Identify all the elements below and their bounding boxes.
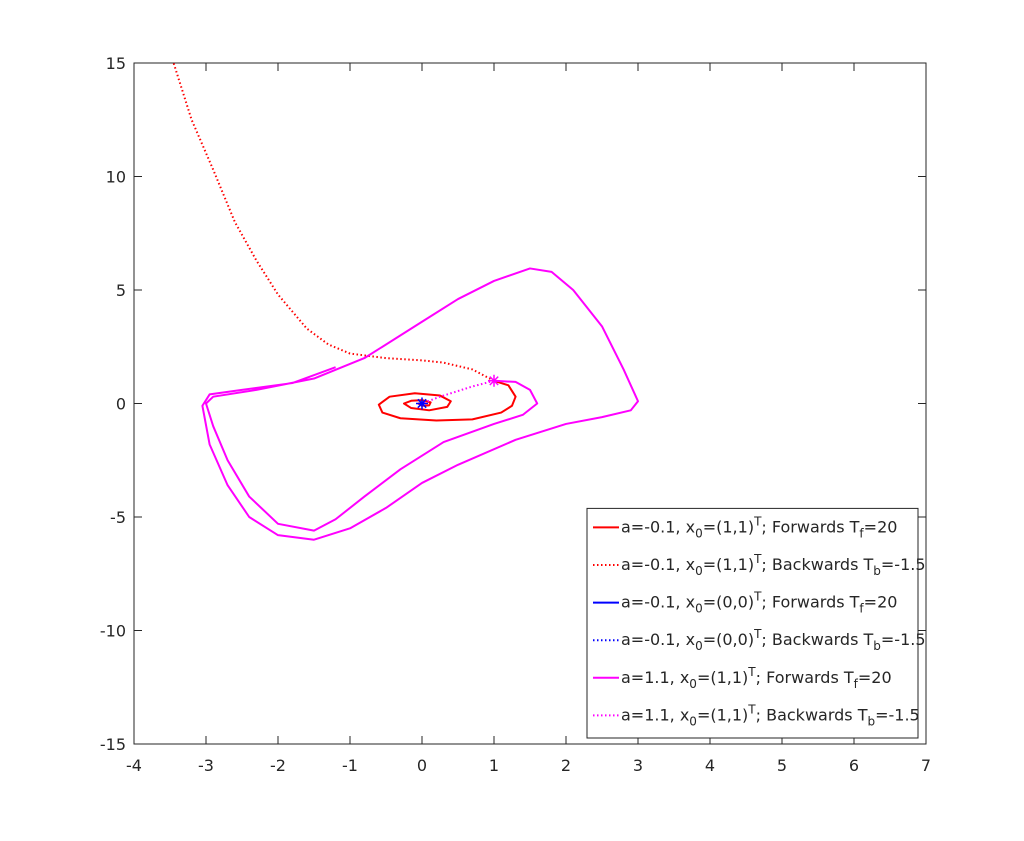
y-tick-label: -15: [100, 735, 126, 754]
series-line: [421, 379, 495, 405]
y-tick-label: 5: [116, 281, 126, 300]
x-tick-label: -4: [126, 756, 142, 775]
y-tick-label: -10: [100, 622, 126, 641]
legend-label: a=-0.1, x0=(0,0)T; Backwards Tb=-1.5: [621, 627, 926, 653]
series-line: [377, 379, 517, 422]
y-tick-label: 10: [106, 168, 126, 187]
legend-label: a=-0.1, x0=(1,1)T; Backwards Tb=-1.5: [621, 552, 926, 578]
x-tick-label: 0: [417, 756, 427, 775]
start-marker: [416, 397, 428, 410]
x-tick-label: -1: [342, 756, 358, 775]
start-marker: [488, 374, 500, 387]
x-tick-label: 2: [561, 756, 571, 775]
legend-label: a=-0.1, x0=(1,1)T; Forwards Tf=20: [621, 514, 897, 540]
x-tick-label: 5: [777, 756, 787, 775]
x-tick-label: 4: [705, 756, 715, 775]
x-tick-label: 1: [489, 756, 499, 775]
legend-label: a=-0.1, x0=(0,0)T; Forwards Tf=20: [621, 590, 897, 616]
x-tick-label: 7: [921, 756, 931, 775]
x-tick-label: -2: [270, 756, 286, 775]
legend-label: a=1.1, x0=(1,1)T; Forwards Tf=20: [621, 665, 892, 691]
y-tick-label: 15: [106, 54, 126, 73]
series-line: [172, 62, 495, 382]
y-tick-label: -5: [110, 508, 126, 527]
legend-label: a=1.1, x0=(1,1)T; Backwards Tb=-1.5: [621, 702, 920, 728]
x-tick-label: -3: [198, 756, 214, 775]
x-tick-label: 3: [633, 756, 643, 775]
y-tick-label: 0: [116, 395, 126, 414]
legend-box: [586, 507, 919, 739]
x-tick-label: 6: [849, 756, 859, 775]
series-line: [201, 267, 639, 541]
